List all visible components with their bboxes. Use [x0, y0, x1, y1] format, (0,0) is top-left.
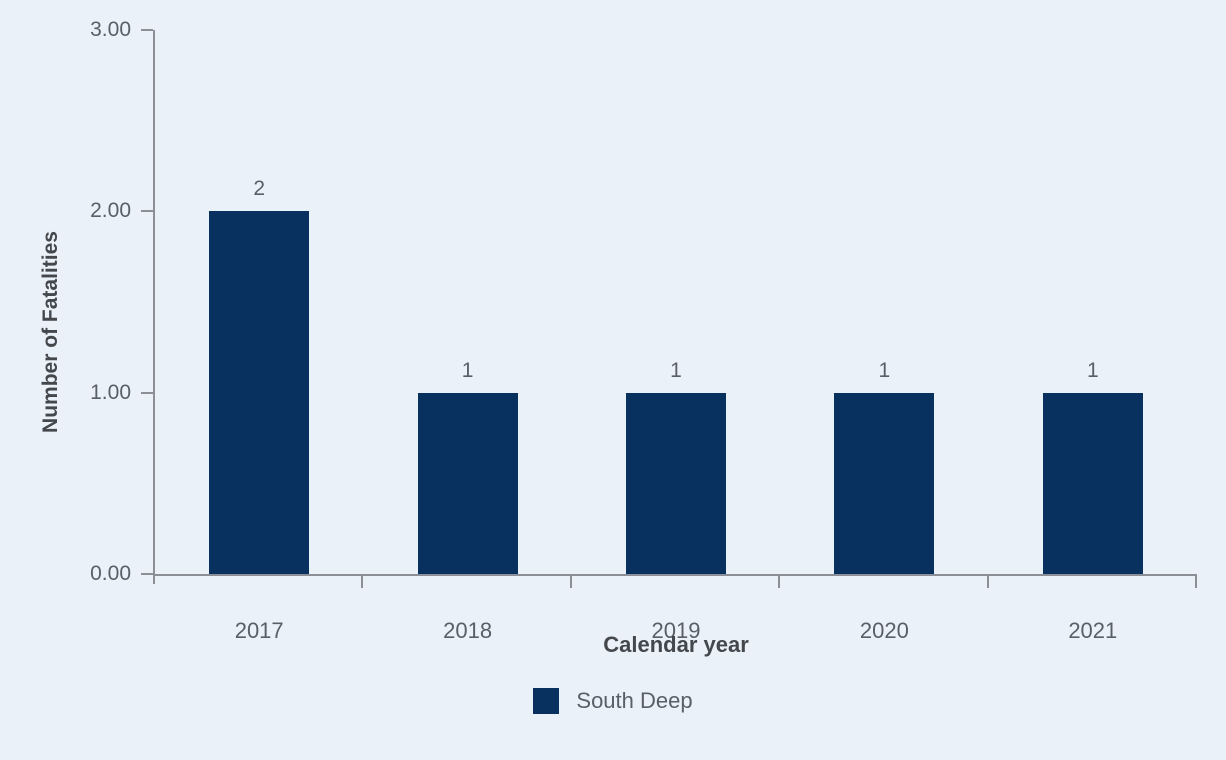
y-axis-tick — [141, 210, 153, 213]
legend: South Deep — [0, 688, 1226, 714]
bar-2017 — [209, 211, 310, 574]
bar-value-label: 1 — [1086, 358, 1099, 382]
y-axis-tick — [141, 29, 153, 31]
y-tick-label: 1.00 — [90, 380, 131, 404]
y-axis-tick — [141, 391, 153, 394]
x-axis-title: Calendar year — [603, 632, 749, 657]
x-axis-tick — [361, 576, 364, 588]
y-axis-tick — [141, 573, 153, 575]
bar-value-label: 1 — [461, 358, 474, 382]
bar-value-label: 1 — [878, 358, 891, 382]
bar-2018 — [417, 392, 518, 574]
bar-value-label: 1 — [670, 358, 682, 382]
x-tick-label: 2020 — [859, 618, 909, 643]
x-tick-label: 2019 — [651, 618, 701, 643]
x-axis-tick — [986, 576, 989, 588]
bar-2019 — [626, 392, 726, 574]
bar-value-label: 2 — [253, 177, 266, 201]
y-tick-label: 3.00 — [90, 18, 131, 41]
y-tick-label: 2.00 — [90, 199, 131, 223]
x-axis-tick — [1195, 576, 1197, 588]
bar-2021 — [1042, 392, 1143, 574]
x-tick-label: 2018 — [443, 618, 493, 643]
y-axis-line — [153, 30, 155, 584]
y-tick-label: 0.00 — [90, 562, 131, 585]
x-axis-line — [153, 574, 1197, 576]
x-tick-label: 2017 — [234, 618, 284, 643]
x-axis-tick — [569, 576, 572, 588]
legend-swatch-south-deep — [533, 688, 560, 714]
x-tick-label: 2021 — [1068, 618, 1118, 643]
legend-label-south-deep: South Deep — [576, 688, 693, 713]
bar-2020 — [834, 392, 935, 574]
x-axis-tick — [778, 576, 781, 588]
plot-area: Number of Fatalities 0.00 1.00 2.00 3.00 2 20… — [39, 18, 1197, 643]
